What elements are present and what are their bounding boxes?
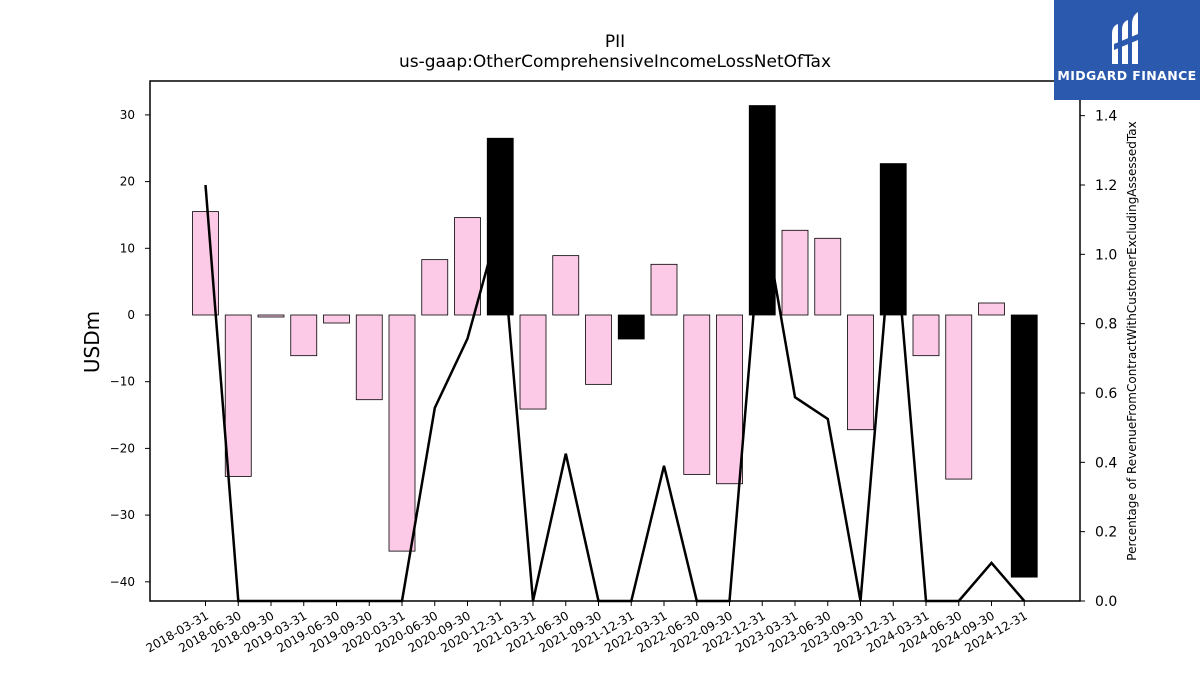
- bar: [290, 314, 318, 357]
- y-tick-label: −20: [110, 441, 135, 455]
- bar: [323, 314, 350, 324]
- bar: [716, 314, 743, 485]
- bar: [650, 263, 678, 316]
- bar: [683, 314, 711, 475]
- bar: [355, 314, 383, 401]
- y-tick-label: −40: [110, 575, 135, 589]
- bar: [1010, 314, 1038, 578]
- y-tick-label: 10: [120, 241, 135, 255]
- bar: [978, 302, 1005, 316]
- bar: [879, 163, 907, 316]
- bar: [552, 255, 580, 316]
- y2-tick-label: 0.4: [1095, 455, 1117, 471]
- bar: [421, 259, 449, 316]
- y-tick-label: −30: [110, 508, 135, 522]
- chart-subtitle: us-gaap:OtherComprehensiveIncomeLossNetO…: [398, 52, 832, 72]
- bar: [847, 314, 874, 431]
- bar: [454, 217, 481, 316]
- plot-frame: [149, 80, 1081, 602]
- y2-tick-label: 0.8: [1095, 317, 1117, 333]
- logo: MIDGARD FINANCE: [1054, 0, 1200, 100]
- bar: [781, 229, 809, 316]
- bar: [814, 237, 842, 316]
- bar: [585, 314, 612, 385]
- bar: [617, 314, 645, 340]
- y2-tick-label: 1.2: [1095, 178, 1117, 194]
- logo-mark-icon: [1112, 12, 1138, 64]
- bar: [519, 314, 547, 410]
- bar: [945, 314, 973, 480]
- y-axis-label: USDm: [80, 311, 104, 373]
- right-axis-label: Percentage of RevenueFromContractWithCus…: [1125, 121, 1139, 560]
- y2-tick-label: 0.0: [1095, 594, 1117, 610]
- bar: [388, 314, 416, 552]
- y2-tick-label: 1.0: [1095, 247, 1117, 263]
- y-tick-label: 30: [120, 108, 135, 122]
- y2-tick-label: 0.6: [1095, 386, 1117, 402]
- y2-tick-label: 0.2: [1095, 525, 1117, 541]
- bar: [257, 314, 285, 318]
- y2-tick-label: 1.4: [1095, 109, 1117, 125]
- bars-layer: [192, 105, 1038, 578]
- chart-title: PII: [604, 32, 626, 52]
- y-tick-label: 20: [120, 175, 135, 189]
- y-tick-label: 0: [127, 308, 135, 322]
- logo-text: MIDGARD FINANCE: [1057, 68, 1197, 83]
- y-tick-label: −10: [110, 375, 135, 389]
- bar: [224, 314, 252, 477]
- bar: [912, 314, 940, 357]
